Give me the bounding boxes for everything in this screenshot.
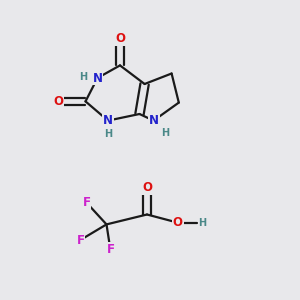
Text: O: O xyxy=(53,95,64,108)
Text: F: F xyxy=(106,243,114,256)
Text: N: N xyxy=(148,114,159,127)
Text: N: N xyxy=(103,114,113,127)
Text: F: F xyxy=(76,233,84,247)
Text: H: H xyxy=(79,72,87,82)
Text: H: H xyxy=(198,218,206,228)
Text: O: O xyxy=(115,32,125,46)
Text: O: O xyxy=(142,181,152,194)
Text: H: H xyxy=(161,128,169,138)
Text: H: H xyxy=(104,129,113,140)
Text: O: O xyxy=(172,216,183,229)
Text: N: N xyxy=(92,71,103,85)
Text: F: F xyxy=(82,196,90,209)
